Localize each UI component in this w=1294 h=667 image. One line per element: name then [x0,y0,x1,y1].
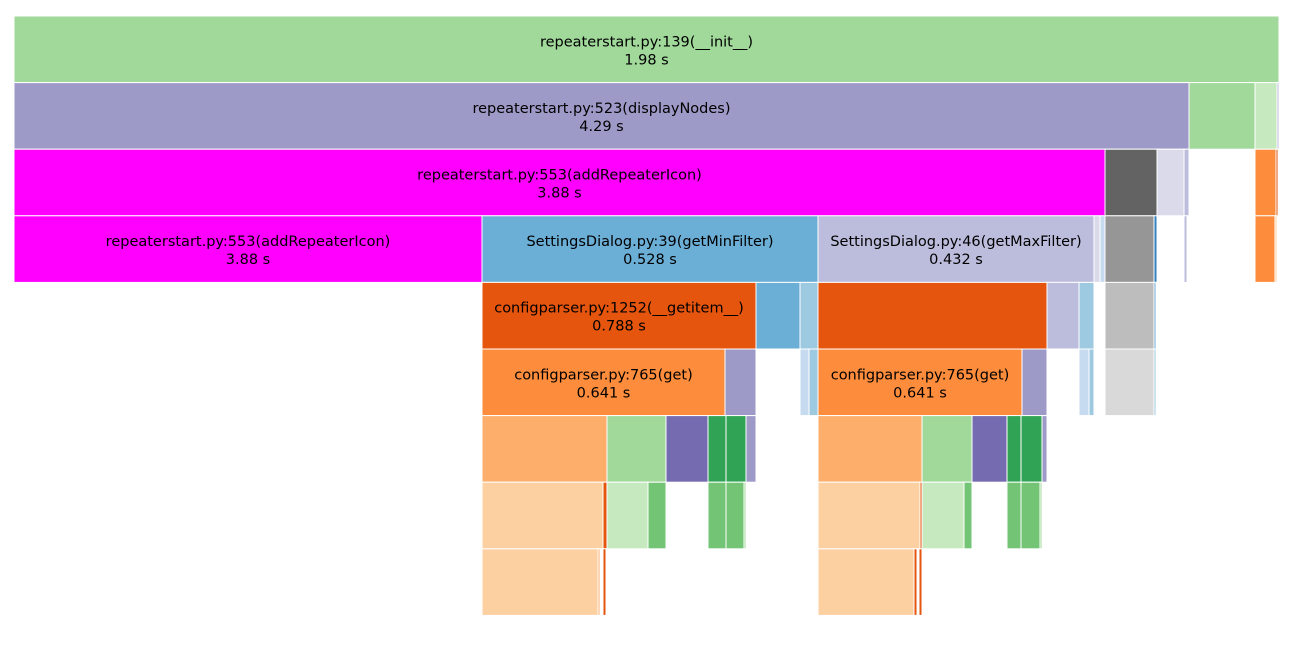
frame-rect[interactable] [1020,481,1041,550]
frame-rect[interactable] [1156,148,1185,217]
frame-rect[interactable] [725,481,745,550]
frame-rect[interactable] [743,481,747,550]
frame-time: 4.29 s [579,119,623,135]
frame-rect[interactable] [817,215,1095,283]
frame-rect[interactable] [481,481,604,550]
frame-rect[interactable] [1021,348,1048,417]
frame-rect[interactable] [1254,215,1276,283]
frame-rect[interactable] [1006,481,1022,550]
frame-rect[interactable] [921,481,965,550]
frame-rect[interactable] [724,348,757,417]
frame-rect[interactable] [481,281,757,350]
frame-rect[interactable] [808,348,819,417]
frame-rect[interactable] [817,481,921,550]
labels-layer: repeaterstart.py:139(__init__) 1.98 s repe… [106,34,1082,401]
frame-time: 0.641 s [893,385,947,401]
frame-rect[interactable] [481,348,726,417]
frame-rect[interactable] [1274,281,1277,350]
frame-rect[interactable] [606,415,667,483]
frame-rect[interactable] [13,15,1280,84]
frame-rect[interactable] [1254,148,1277,217]
frame-rect[interactable] [1274,415,1277,483]
frame-rect[interactable] [481,548,599,616]
frame-label: SettingsDialog.py:39(getMinFilter) [526,234,773,250]
frame-rect[interactable] [1104,348,1155,417]
frame-rect[interactable] [1078,348,1090,417]
frame-rect[interactable] [921,415,973,483]
frame-time: 0.641 s [577,385,631,401]
frame-rect[interactable] [817,281,1048,350]
frame-label: configparser.py:765(get) [831,367,1010,383]
frame-rect[interactable] [481,415,608,483]
frame-rect[interactable] [1153,348,1157,417]
frame-rect[interactable] [602,481,608,550]
frame-rect[interactable] [1254,82,1278,150]
frame-rect[interactable] [1183,148,1190,217]
frame-rect[interactable] [647,481,667,550]
frame-rect[interactable] [817,348,1023,417]
frame-label: repeaterstart.py:523(displayNodes) [472,101,730,117]
frame-rect[interactable] [1153,281,1157,350]
frame-rect[interactable] [1183,215,1188,283]
frame-rect[interactable] [1188,82,1256,150]
frame-time: 3.88 s [537,186,581,202]
frame-label: repeaterstart.py:139(__init__) [540,34,753,50]
frame-rect[interactable] [597,548,601,616]
frame-rect[interactable] [13,82,1190,150]
frame-rect[interactable] [799,281,819,350]
frame-rect[interactable] [1276,82,1280,150]
frame-rect[interactable] [1020,415,1043,483]
frame-rect[interactable] [725,415,747,483]
frame-rect[interactable] [963,481,973,550]
frame-rect[interactable] [799,348,810,417]
frame-rect[interactable] [1274,481,1277,550]
frame-rect[interactable] [1078,281,1095,350]
frame-rect[interactable] [13,215,483,283]
frame-rect[interactable] [1274,348,1277,417]
frame-rect[interactable] [602,548,607,616]
frame-rect[interactable] [1041,415,1048,483]
frame-label: SettingsDialog.py:46(getMaxFilter) [830,234,1081,250]
frame-rect[interactable] [817,415,923,483]
frame-label: configparser.py:765(get) [514,367,693,383]
frame-label: repeaterstart.py:553(addRepeaterIcon) [417,168,702,184]
frame-rect[interactable] [1275,148,1279,217]
frame-rect[interactable] [971,415,1008,483]
frame-rect[interactable] [1093,215,1101,283]
frame-rect[interactable] [665,415,709,483]
frame-rect[interactable] [707,481,727,550]
frame-rect[interactable] [1104,215,1155,283]
frame-rect[interactable] [913,548,918,616]
frame-rect[interactable] [606,481,649,550]
frame-rect[interactable] [918,548,923,616]
frame-time: 1.98 s [624,52,668,68]
frame-time: 0.432 s [929,252,983,268]
frame-time: 0.788 s [592,319,646,335]
frame-time: 0.528 s [623,252,677,268]
frame-rect[interactable] [1104,148,1158,217]
frame-rect[interactable] [1153,215,1158,283]
frame-rect[interactable] [1046,281,1080,350]
frame-rect[interactable] [817,548,915,616]
frame-time: 3.88 s [226,252,270,268]
frame-rect[interactable] [1088,348,1095,417]
frame-rect[interactable] [755,281,801,350]
frame-label: repeaterstart.py:553(addRepeaterIcon) [106,234,391,250]
frame-rect[interactable] [707,415,727,483]
frame-rect[interactable] [1274,215,1278,283]
frames-layer [13,15,1280,616]
frame-label: configparser.py:1252(__getitem__) [494,301,744,317]
frame-rect[interactable] [1006,415,1022,483]
frame-rect[interactable] [1099,215,1106,283]
frame-rect[interactable] [1104,281,1155,350]
frame-rect[interactable] [745,415,757,483]
frame-rect[interactable] [1039,481,1043,550]
